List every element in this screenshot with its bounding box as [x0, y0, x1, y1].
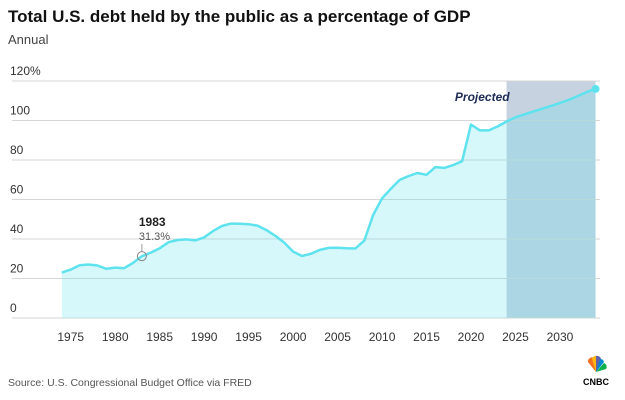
- y-tick-label: 20: [10, 262, 24, 276]
- end-point: [591, 84, 600, 93]
- x-tick-label: 2015: [413, 330, 440, 344]
- line: [61, 87, 597, 274]
- x-tick-label: 1975: [57, 330, 84, 344]
- y-tick-label: 120%: [10, 64, 41, 78]
- x-tick-label: 2030: [547, 330, 574, 344]
- logo-text: CNBC: [583, 377, 609, 387]
- y-tick-label: 100: [10, 104, 30, 118]
- x-tick-label: 2020: [458, 330, 485, 344]
- area: [61, 88, 596, 319]
- y-tick-label: 60: [10, 183, 24, 197]
- y-tick-label: 40: [10, 222, 24, 236]
- x-tick-label: 2000: [280, 330, 307, 344]
- logo: CNBC: [583, 355, 609, 387]
- annotation-label: 1983: [139, 215, 166, 229]
- x-tick-label: 1995: [235, 330, 262, 344]
- y-tick-label: 0: [10, 301, 17, 315]
- x-tick-label: 2025: [502, 330, 529, 344]
- x-tick-label: 2010: [369, 330, 396, 344]
- source: Source: U.S. Congressional Budget Office…: [8, 377, 252, 389]
- annotation-marker: [136, 251, 147, 262]
- chart-subtitle: Annual: [8, 32, 49, 47]
- annotation-value: 31.3%: [139, 231, 170, 243]
- x-tick-label: 2005: [324, 330, 351, 344]
- x-tick-label: 1980: [102, 330, 129, 344]
- x-tick-label: 1990: [191, 330, 218, 344]
- chart-title: Total U.S. debt held by the public as a …: [8, 7, 471, 26]
- y-tick-label: 80: [10, 143, 24, 157]
- projection-label: Projected: [455, 90, 510, 104]
- x-tick-label: 1985: [146, 330, 173, 344]
